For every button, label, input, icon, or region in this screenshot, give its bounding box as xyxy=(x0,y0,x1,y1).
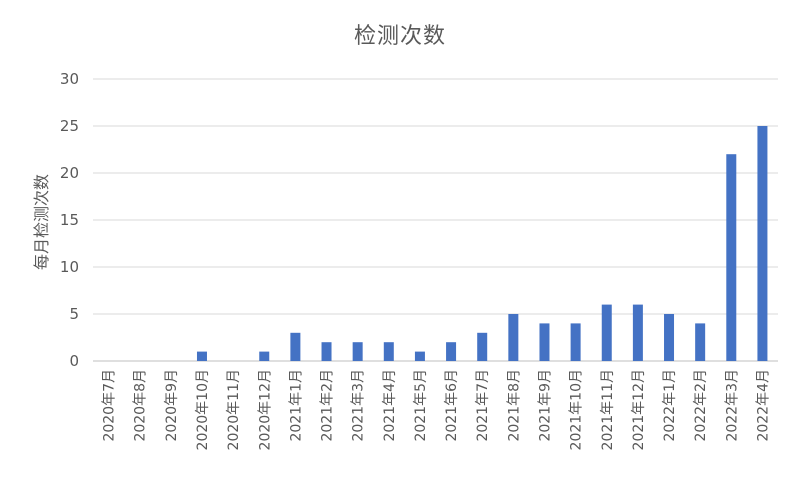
x-tick-label: 2022年3月 xyxy=(724,369,740,442)
x-tick-label: 2020年12月 xyxy=(257,369,273,450)
y-axis-ticks: 0 5 10 15 20 25 30 xyxy=(60,70,79,370)
bar xyxy=(508,314,519,361)
y-tick-label: 10 xyxy=(60,258,79,276)
x-tick-label: 2021年8月 xyxy=(506,369,522,442)
x-tick-label: 2022年1月 xyxy=(662,369,678,442)
bar xyxy=(695,323,706,361)
y-tick-label: 25 xyxy=(60,117,79,135)
y-tick-label: 20 xyxy=(60,164,79,182)
bar xyxy=(601,304,612,361)
bar xyxy=(321,342,332,361)
x-tick-label: 2021年4月 xyxy=(382,369,398,442)
x-tick-label: 2021年2月 xyxy=(320,369,336,442)
x-tick-label: 2022年2月 xyxy=(693,369,709,442)
bar xyxy=(446,342,457,361)
x-tick-label: 2021年3月 xyxy=(351,369,367,442)
bar xyxy=(290,332,301,361)
bar xyxy=(570,323,581,361)
bar xyxy=(726,154,737,361)
bar xyxy=(414,351,425,361)
x-tick-label: 2020年11月 xyxy=(226,369,242,450)
x-tick-label: 2021年1月 xyxy=(288,369,304,442)
bar xyxy=(664,314,675,361)
gridlines xyxy=(93,78,778,362)
x-tick-label: 2021年11月 xyxy=(600,369,616,450)
bar xyxy=(196,351,207,361)
y-tick-label: 0 xyxy=(69,352,79,370)
bar xyxy=(259,351,270,361)
bars xyxy=(196,126,768,361)
x-axis-ticks: 2020年7月 2020年8月 2020年9月 2020年10月 2020年11月 202… xyxy=(102,369,772,450)
bar xyxy=(352,342,363,361)
x-tick-label: 2021年6月 xyxy=(444,369,460,442)
y-tick-label: 30 xyxy=(60,70,79,88)
x-tick-label: 2021年7月 xyxy=(475,369,491,442)
bar xyxy=(539,323,550,361)
bar xyxy=(477,332,488,361)
x-tick-label: 2021年12月 xyxy=(631,369,647,450)
x-tick-label: 2021年10月 xyxy=(569,369,585,450)
bar xyxy=(632,304,643,361)
x-tick-label: 2020年10月 xyxy=(195,369,211,450)
chart-title: 检测次数 xyxy=(353,24,446,49)
y-tick-label: 5 xyxy=(69,305,79,323)
bar xyxy=(383,342,394,361)
x-tick-label: 2021年9月 xyxy=(537,369,553,442)
x-tick-label: 2021年5月 xyxy=(413,369,429,442)
x-tick-label: 2022年4月 xyxy=(755,369,771,442)
x-tick-label: 2020年8月 xyxy=(133,369,149,442)
bar xyxy=(757,126,768,361)
y-tick-label: 15 xyxy=(60,211,79,229)
x-tick-label: 2020年9月 xyxy=(164,369,180,442)
x-tick-label: 2020年7月 xyxy=(102,369,118,442)
